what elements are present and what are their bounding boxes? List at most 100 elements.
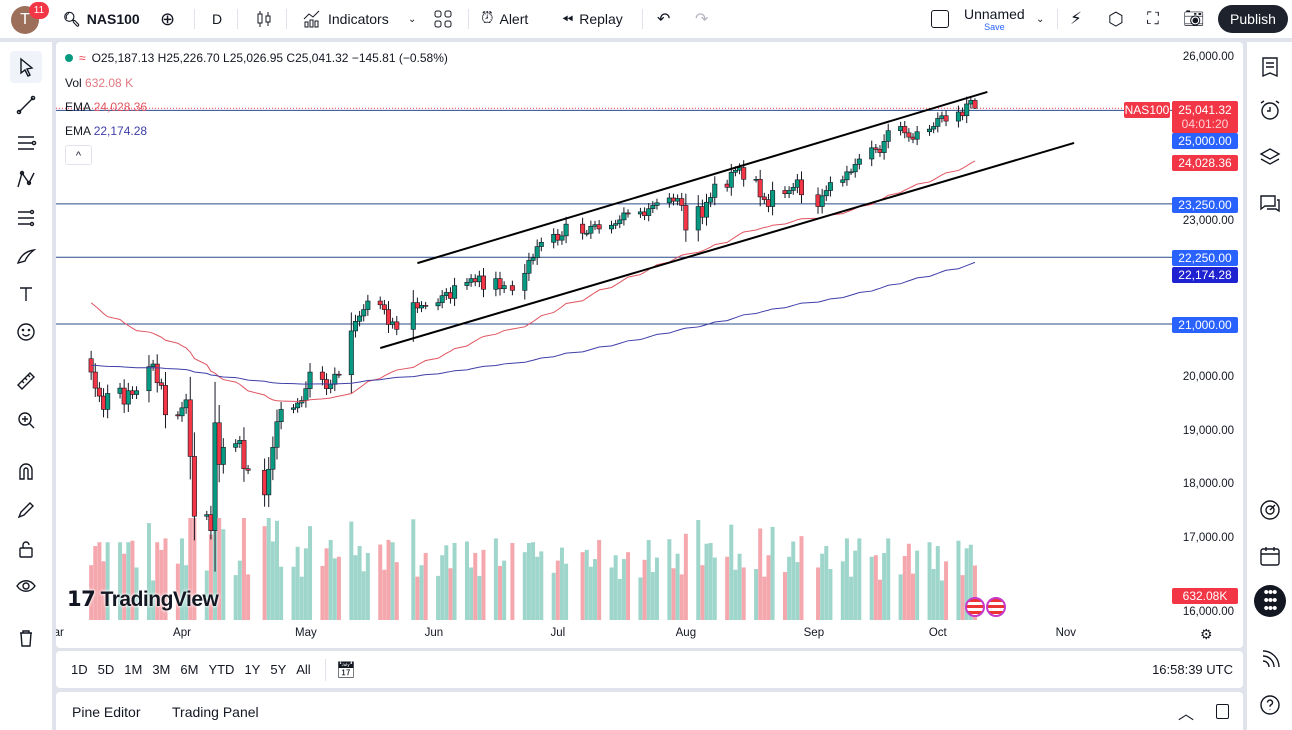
remove-drawings-tool[interactable] (10, 622, 42, 654)
hide-drawings-tool[interactable] (10, 570, 42, 602)
utc-clock[interactable]: 16:58:39 UTC (1152, 662, 1233, 677)
chevron-up-icon[interactable]: ︿ (1178, 706, 1195, 723)
chart-type-button[interactable] (256, 0, 272, 38)
candle-body (794, 179, 800, 188)
lock-icon (19, 541, 33, 558)
range-button-5d[interactable]: 5D (97, 662, 115, 677)
layouts-button[interactable] (434, 0, 452, 38)
magnet-tool[interactable] (10, 455, 42, 487)
calendar-button[interactable] (1255, 541, 1285, 571)
us-flag-icon[interactable] (965, 597, 985, 617)
volume-bar (972, 565, 977, 620)
maximize-panel-icon[interactable] (1216, 704, 1229, 719)
us-flag-icon[interactable] (986, 597, 1006, 617)
tab-pine-editor[interactable]: Pine Editor (72, 704, 141, 720)
ema-fast-legend[interactable]: EMA 24,028.36 (65, 100, 147, 114)
layout-checkbox[interactable] (931, 0, 949, 38)
candle-body (319, 371, 325, 380)
candle-body (262, 470, 268, 496)
fullscreen-button[interactable]: ⛶ (1147, 0, 1159, 38)
settings-button[interactable]: ⬡ (1108, 0, 1124, 38)
candle-body (906, 132, 912, 138)
emoji-tool[interactable] (10, 316, 42, 348)
event-flags[interactable] (965, 597, 1006, 617)
zoom-tool[interactable] (10, 404, 42, 436)
price-tick: 20,000.00 (1182, 371, 1234, 384)
text-tool[interactable] (10, 278, 42, 310)
publish-button[interactable]: Publish (1218, 5, 1288, 33)
alert-button[interactable]: ⏰︎ Alert (481, 0, 528, 38)
watchlist-button[interactable] (1255, 52, 1285, 82)
products-button[interactable]: ••• ••• ••• (1254, 585, 1286, 617)
volume-bar (118, 542, 123, 620)
collapse-legend-button[interactable]: ^ (65, 145, 92, 165)
tab-trading-panel[interactable]: Trading Panel (172, 704, 259, 720)
range-button-5y[interactable]: 5Y (270, 662, 287, 677)
compare-symbol-button[interactable]: ⊕ (160, 0, 175, 38)
calendar-goto-icon[interactable]: 📅︎ (335, 661, 357, 679)
stay-in-drawing-tool[interactable] (10, 494, 42, 526)
volume-bar (448, 568, 453, 620)
layout-dropdown[interactable]: ⌄ (1036, 0, 1044, 38)
redo-button[interactable]: ↷ (695, 0, 708, 38)
snapshot-button[interactable]: 📷︎ (1183, 0, 1205, 38)
cursor-tool[interactable] (10, 51, 42, 83)
save-link[interactable]: Save (984, 22, 1005, 32)
undo-icon: ↶ (657, 11, 671, 28)
range-button-6m[interactable]: 6M (180, 662, 199, 677)
price-chart[interactable] (56, 42, 1243, 648)
chart-pane[interactable]: ≈ O25,187.13 H25,226.70 L25,026.95 C25,0… (56, 42, 1243, 648)
volume-bar (180, 538, 184, 620)
projection-tool[interactable] (10, 202, 42, 234)
brush-tool[interactable] (10, 240, 42, 272)
volume-bar (873, 555, 878, 620)
alerts-button[interactable] (1255, 95, 1285, 125)
candle-body (101, 395, 107, 410)
candle-body (670, 197, 676, 202)
candle-body (216, 422, 222, 465)
chats-button[interactable] (1255, 189, 1285, 219)
lock-drawings-tool[interactable] (10, 533, 42, 565)
price-tick: 26,000.00 (1182, 51, 1234, 63)
candles-icon (257, 11, 271, 27)
candle-body (291, 407, 297, 410)
news-stream-button[interactable] (1255, 645, 1285, 675)
indicators-button[interactable]: Indicators (302, 0, 389, 38)
pattern-tool[interactable] (10, 164, 42, 196)
measure-tool[interactable] (10, 365, 42, 397)
candle-body (117, 387, 123, 394)
object-tree-button[interactable] (1255, 142, 1285, 172)
trendline-tool[interactable] (10, 89, 42, 121)
ruler-icon (17, 372, 35, 390)
ema-slow-legend[interactable]: EMA 22,174.28 (65, 124, 147, 138)
range-button-ytd[interactable]: YTD (208, 662, 235, 677)
month-tick: Aug (675, 627, 697, 639)
range-button-3m[interactable]: 3M (152, 662, 171, 677)
candle-body (158, 382, 164, 386)
range-button-1m[interactable]: 1M (124, 662, 143, 677)
replay-button[interactable]: ⏪︎ Replay (562, 0, 623, 38)
help-button[interactable] (1255, 690, 1285, 720)
price-tick: 16,000.00 (1182, 606, 1234, 618)
quick-search-button[interactable]: ⚡︎ (1070, 0, 1082, 38)
candle-body (381, 304, 387, 310)
watchlist-icon (1262, 57, 1278, 78)
symbol-search-button[interactable]: 🔍︎ NAS100 (63, 0, 140, 38)
volume-legend[interactable]: Vol 632.08 K (65, 76, 133, 90)
range-button-all[interactable]: All (296, 662, 311, 677)
candle-body (526, 260, 532, 274)
layout-name-button[interactable]: Unnamed Save (964, 0, 1025, 38)
fib-tool[interactable] (10, 127, 42, 159)
range-button-1y[interactable]: 1Y (244, 662, 261, 677)
interval-button[interactable]: D (212, 11, 223, 27)
indicators-dropdown[interactable]: ⌄ (408, 0, 416, 38)
axis-settings-button[interactable]: ⚙︎ (1200, 626, 1213, 643)
candle-body (732, 169, 738, 173)
candle-body (501, 285, 507, 290)
undo-button[interactable]: ↶ (657, 0, 670, 38)
hotlists-button[interactable] (1255, 495, 1285, 525)
month-tick: Apr (173, 627, 191, 639)
candle-body (613, 223, 619, 226)
range-button-1d[interactable]: 1D (71, 662, 88, 677)
chevron-down-icon: ⌄ (408, 13, 417, 25)
